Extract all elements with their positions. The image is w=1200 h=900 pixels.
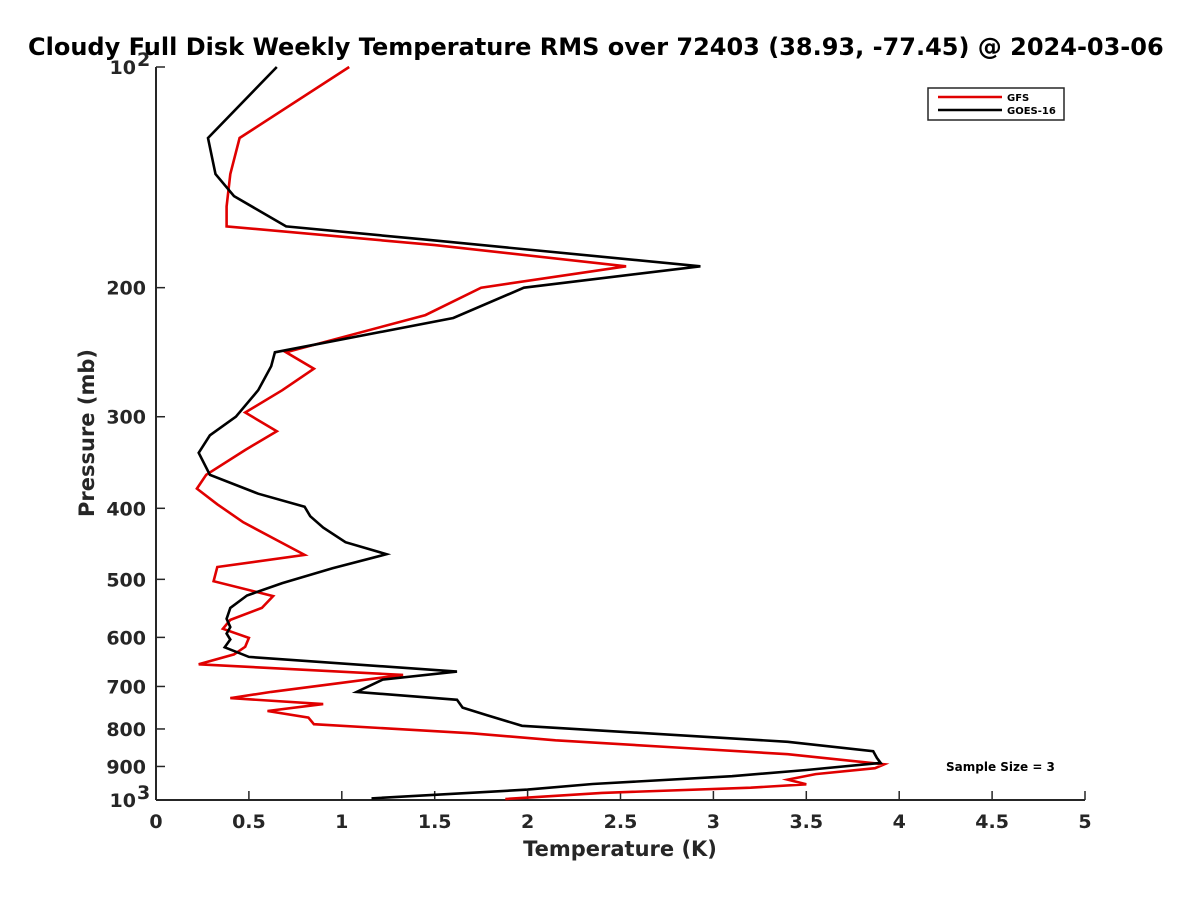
- x-tick-label: 2.5: [604, 811, 638, 833]
- legend: GFS GOES-16: [927, 87, 1065, 121]
- x-tick-label: 0.5: [232, 811, 266, 833]
- series-line-gfs: [195, 65, 890, 801]
- x-axis-label: Temperature (K): [523, 837, 717, 861]
- y-tick-label: 700: [106, 676, 146, 698]
- sample-size-annotation: Sample Size = 3: [946, 760, 1055, 774]
- y-tick-label: 200: [106, 278, 146, 300]
- y-tick-label: 400: [106, 498, 146, 520]
- series-layer: [195, 65, 890, 801]
- y-tick-label: 10: [110, 57, 136, 79]
- y-tick-label: 10: [110, 790, 136, 812]
- x-tick-label: 1.5: [418, 811, 452, 833]
- chart-title: Cloudy Full Disk Weekly Temperature RMS …: [28, 33, 1164, 61]
- y-tick-label: 600: [106, 627, 146, 649]
- plot-area: 0 0.5 1 1.5 2 2.5 3 3.5 4 4.5 5 10 2200300400500600…: [106, 49, 1091, 833]
- x-tick-label: 1: [335, 811, 348, 833]
- y-axis-label: Pressure (mb): [75, 349, 99, 517]
- y-tick-exponent: 2: [137, 49, 150, 71]
- x-tick-label: 5: [1078, 811, 1091, 833]
- y-tick-label: 300: [106, 407, 146, 429]
- x-tick-label: 3.5: [789, 811, 823, 833]
- x-tick-label: 0: [149, 811, 162, 833]
- x-tick-label: 3: [707, 811, 720, 833]
- legend-label-gfs: GFS: [1007, 93, 1029, 104]
- y-tick-label: 800: [106, 719, 146, 741]
- x-tick-label: 4.5: [975, 811, 1009, 833]
- legend-box: [927, 87, 1065, 121]
- y-tick-label: 900: [106, 756, 146, 778]
- x-tick-label: 4: [893, 811, 906, 833]
- y-tick-exponent: 3: [137, 782, 150, 804]
- y-tick-label: 500: [106, 569, 146, 591]
- legend-label-goes16: GOES-16: [1007, 106, 1056, 117]
- x-ticks: 0 0.5 1 1.5 2 2.5 3 3.5 4 4.5 5: [149, 791, 1092, 833]
- series-line-goes-16: [197, 66, 884, 800]
- x-tick-label: 2: [521, 811, 534, 833]
